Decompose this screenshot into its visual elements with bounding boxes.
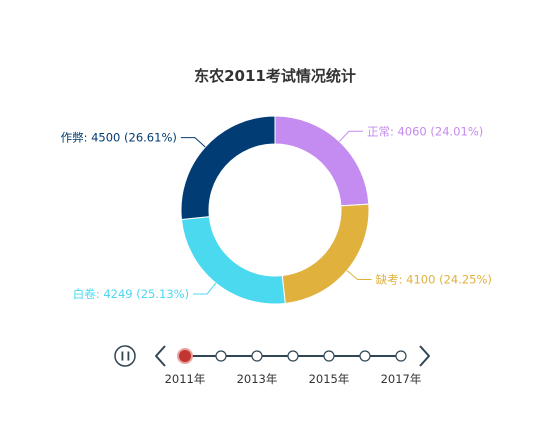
chart-title: 东农2011考试情况统计 [194,67,356,85]
play-pause-button[interactable] [114,345,136,367]
timeline-point-4[interactable] [323,350,335,362]
slice-label-3: 作弊: 4500 (26.61%) [61,131,177,145]
timeline-label-2: 2013年 [237,372,278,386]
timeline-point-6[interactable] [395,350,407,362]
timeline-point-2[interactable] [251,350,263,362]
timeline-point-active[interactable] [177,348,193,364]
leader-line-3 [180,137,206,148]
timeline-label-4: 2015年 [309,372,350,386]
slice-label-1: 缺考: 4100 (24.25%) [376,273,492,287]
donut-slices [180,115,370,305]
slice-labels: 正常: 4060 (24.01%) 缺考: 4100 (24.25%) 白卷: 42… [61,124,492,301]
timeline-point-3[interactable] [287,350,299,362]
slice-label-2: 白卷: 4249 (25.13%) [73,287,189,301]
slice-2[interactable] [180,216,286,305]
timeline-label-0: 2011年 [165,372,206,386]
timeline-point-5[interactable] [359,350,371,362]
leader-line-0 [339,130,363,142]
slice-label-0: 正常: 4060 (24.01%) [367,124,483,138]
timeline: 2011年 2013年 2015年 2017年 [114,345,430,386]
next-chevron-icon[interactable] [419,345,430,367]
slice-1[interactable] [281,203,370,304]
prev-chevron-icon[interactable] [155,345,166,367]
timeline-label-6: 2017年 [381,372,422,386]
slice-0[interactable] [274,115,370,207]
timeline-point-1[interactable] [215,350,227,362]
leader-line-1 [346,270,372,281]
leader-line-2 [193,282,217,295]
slice-3[interactable] [180,115,276,221]
